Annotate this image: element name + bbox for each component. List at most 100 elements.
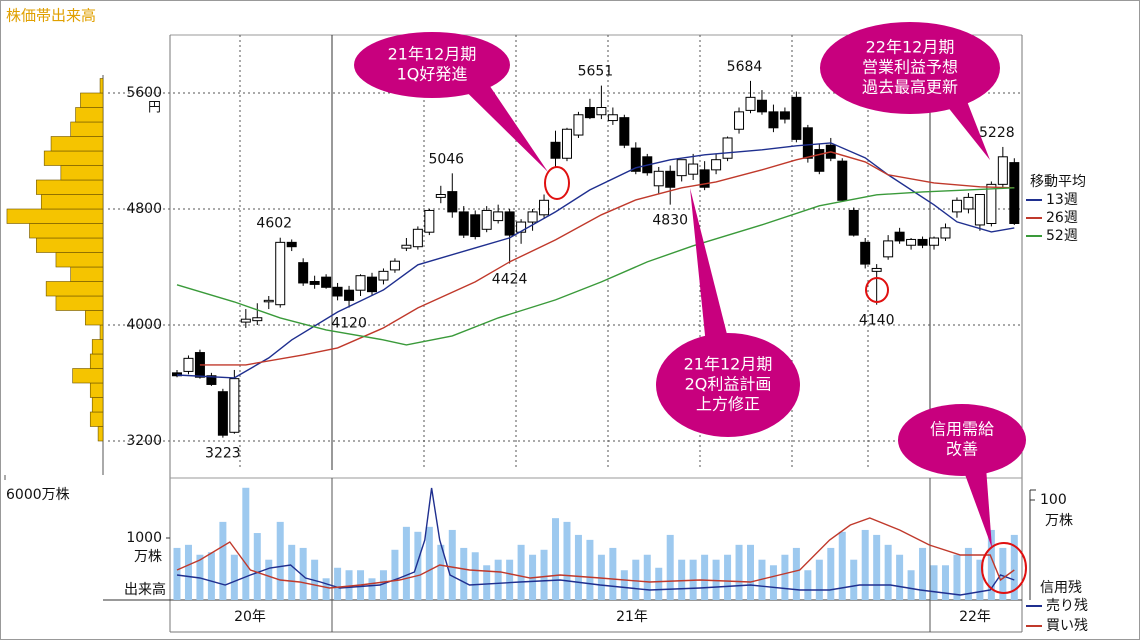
- candle-body: [734, 111, 745, 130]
- volume-bar: [379, 570, 387, 600]
- volume-bar: [861, 529, 869, 600]
- band-bar: [55, 295, 104, 311]
- price-label: 4830: [652, 213, 688, 229]
- price-label: 5228: [979, 125, 1015, 141]
- callout-text: 2Q利益計画: [685, 375, 772, 394]
- candle-body: [756, 99, 767, 113]
- highlight-circle: [981, 542, 1027, 594]
- candle-body: [573, 114, 584, 136]
- volume-bar: [460, 547, 468, 600]
- candle-body: [550, 141, 561, 159]
- band-bar: [45, 281, 104, 297]
- volume-bar: [930, 565, 938, 600]
- volume-bar: [873, 534, 881, 600]
- candle-body: [275, 241, 286, 306]
- candle-body: [917, 238, 928, 246]
- candle-body: [481, 209, 492, 230]
- volume-bar: [276, 521, 284, 600]
- candle-body: [493, 211, 504, 222]
- moving-average-line: [199, 151, 1015, 366]
- volume-bar: [747, 544, 754, 600]
- volume-bar: [402, 526, 410, 600]
- callout-pointer: [962, 461, 992, 548]
- volume-bar: [597, 554, 605, 600]
- candle-body: [435, 194, 446, 198]
- callout-text: 上方修正: [696, 395, 760, 414]
- x-label: 22年: [959, 609, 991, 625]
- callout-text: 22年12月期: [866, 38, 955, 57]
- band-bar: [60, 165, 104, 181]
- candle-body: [665, 170, 676, 188]
- candle-body: [699, 169, 710, 188]
- candle-body: [607, 114, 618, 122]
- candle-body: [424, 209, 435, 233]
- candle-body: [401, 244, 412, 249]
- volume-bar: [1010, 534, 1018, 600]
- volume-bar: [253, 533, 261, 600]
- candle-body: [321, 276, 332, 288]
- candle-body: [768, 111, 779, 129]
- candle-body: [172, 372, 182, 377]
- volume-bar: [448, 529, 456, 600]
- candle-body: [584, 107, 595, 119]
- volume-label: 出来高: [124, 581, 166, 598]
- candle-body: [240, 318, 251, 323]
- price-label: 3223: [205, 446, 241, 462]
- chart-title: 株価帯出来高: [6, 7, 96, 25]
- band-bar: [89, 353, 104, 369]
- credit-label: 信用残: [1040, 580, 1082, 596]
- volume-bar: [483, 565, 491, 600]
- band-bar: [6, 208, 104, 224]
- candle-body: [894, 231, 905, 242]
- candle-body: [217, 391, 228, 436]
- band-bar: [50, 136, 104, 152]
- candle-body: [653, 170, 664, 187]
- candle-body: [997, 156, 1008, 185]
- band-bar: [70, 266, 104, 282]
- candle-body: [596, 107, 607, 116]
- volume-bar: [540, 549, 548, 600]
- volume-bar: [586, 539, 594, 600]
- moving-average-line: [176, 187, 1015, 346]
- candle-body: [470, 214, 481, 238]
- price-label: 4140: [859, 313, 895, 329]
- volume-bar: [827, 547, 835, 600]
- candle-body: [458, 211, 469, 236]
- volume-bar: [919, 547, 927, 600]
- band-bar: [36, 179, 104, 195]
- band-bar: [85, 310, 104, 326]
- candle-body: [745, 96, 756, 111]
- volume-bar: [368, 578, 376, 600]
- volume-bar: [964, 547, 972, 600]
- band-bar: [80, 92, 104, 108]
- candle-body: [309, 281, 320, 285]
- legend-label: 26週: [1046, 210, 1078, 226]
- candle-body: [183, 357, 194, 372]
- band-bar: [91, 339, 104, 355]
- legend-label: 13週: [1046, 192, 1078, 208]
- candle-body: [848, 209, 859, 236]
- candle-body: [355, 275, 366, 291]
- volume-bar: [712, 559, 720, 600]
- band-bar: [40, 194, 104, 210]
- candle-body: [722, 137, 733, 159]
- candle-body: [206, 375, 217, 385]
- band-bar: [75, 107, 104, 123]
- band-bar: [99, 324, 104, 340]
- credit-line: [176, 517, 1015, 589]
- band-bar: [43, 150, 104, 166]
- volume-bar: [724, 554, 732, 600]
- band-bar: [97, 426, 104, 442]
- candle-body: [412, 228, 423, 248]
- price-label: 4602: [256, 216, 292, 232]
- candle-body: [1009, 162, 1020, 225]
- volume-bar: [769, 565, 777, 600]
- candle-body: [688, 163, 699, 175]
- candle-body: [814, 149, 825, 172]
- callout-bubble: [898, 404, 1026, 476]
- y2-tick-label: 100: [1040, 492, 1067, 508]
- x-label: 20年: [234, 609, 266, 625]
- volume-bar: [896, 554, 904, 600]
- candle-body: [711, 159, 722, 171]
